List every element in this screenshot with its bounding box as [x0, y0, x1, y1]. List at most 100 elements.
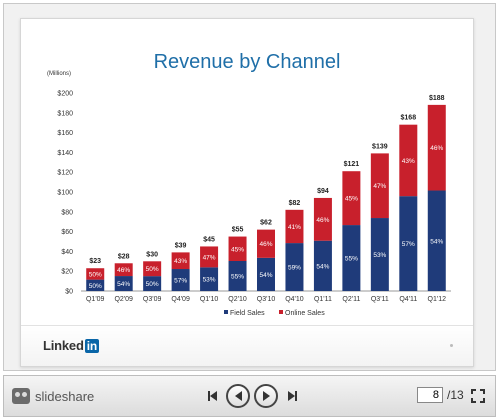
bar-online-sales	[399, 124, 418, 197]
bar-online-sales	[313, 197, 332, 241]
legend-label-online-sales: Online Sales	[285, 310, 325, 317]
revenue-chart: (Millions) $0 $20 $40 $60 $80 $100 $120 $140 $160…	[47, 71, 451, 317]
y-tick-label: $20	[61, 269, 73, 276]
y-tick-label: $200	[57, 91, 73, 98]
first-slide-button[interactable]	[204, 386, 220, 406]
bar-total-label: $23	[89, 258, 101, 265]
bar-online-sales	[200, 246, 219, 268]
slide-frame: Revenue by Channel (Millions) $0 $20 $40 $60…	[3, 3, 496, 371]
bar-total-label: $28	[118, 253, 130, 260]
online-sales-percent-label: 43%	[174, 258, 187, 265]
x-tick-label: Q2'11	[342, 296, 360, 303]
bar-total-label: $188	[429, 95, 445, 102]
bar-total-label: $30	[146, 251, 158, 258]
bar-online-sales	[285, 209, 304, 244]
bar-field-sales	[399, 196, 418, 291]
bar-online-sales	[171, 252, 190, 270]
bar-field-sales	[370, 218, 389, 291]
online-sales-percent-label: 46%	[430, 145, 443, 152]
slideshare-icon	[12, 388, 30, 404]
bar-total-label: $82	[289, 200, 301, 207]
field-sales-percent-label: 54%	[316, 263, 329, 270]
page-number-input[interactable]	[417, 387, 443, 403]
bar-field-sales	[200, 267, 219, 291]
slide-title: Revenue by Channel	[153, 51, 341, 73]
slideshare-logo[interactable]: slideshare	[12, 388, 94, 404]
online-sales-percent-label: 47%	[203, 254, 216, 261]
y-tick-label: $180	[57, 110, 73, 117]
slide-footer: Linked in	[21, 325, 473, 366]
slide-navigation	[200, 384, 304, 408]
slideshare-text: slideshare	[35, 388, 95, 404]
bar-total-label: $62	[260, 220, 272, 227]
next-slide-button[interactable]	[254, 384, 278, 408]
field-sales-percent-label: 54%	[117, 281, 130, 288]
online-sales-percent-label: 47%	[373, 183, 386, 190]
previous-arrow-icon	[234, 391, 242, 401]
bar-online-sales	[370, 153, 389, 219]
last-arrow-icon	[287, 391, 295, 401]
field-sales-percent-label: 55%	[231, 274, 244, 281]
field-sales-percent-label: 50%	[89, 283, 102, 290]
x-tick-label: Q1'11	[314, 296, 332, 303]
footer-dot	[450, 344, 453, 347]
online-sales-percent-label: 41%	[288, 224, 301, 231]
bar-field-sales	[427, 190, 446, 291]
field-sales-percent-label: 53%	[203, 277, 216, 284]
bar-total-label: $168	[401, 115, 417, 122]
last-slide-button[interactable]	[284, 386, 300, 406]
bar-total-label: $45	[203, 236, 215, 243]
y-tick-label: $80	[61, 209, 73, 216]
previous-slide-button[interactable]	[226, 384, 250, 408]
legend-swatch-online-sales	[279, 310, 283, 314]
bar-online-sales	[228, 236, 247, 262]
bar-field-sales	[143, 276, 162, 291]
x-tick-label: Q3'11	[371, 296, 389, 303]
y-tick-label: $120	[57, 170, 73, 177]
online-sales-percent-label: 45%	[231, 246, 244, 253]
bar-online-sales	[86, 268, 105, 280]
bar-online-sales	[342, 171, 361, 226]
online-sales-percent-label: 43%	[402, 158, 415, 165]
y-tick-label: $100	[57, 190, 73, 197]
field-sales-percent-label: 53%	[373, 252, 386, 259]
linkedin-logo: Linked in	[43, 338, 99, 353]
field-sales-percent-label: 57%	[402, 241, 415, 248]
bar-total-label: $39	[175, 242, 187, 249]
bar-online-sales	[143, 261, 162, 277]
y-tick-label: $140	[57, 150, 73, 157]
bar-total-label: $55	[232, 227, 244, 234]
bar-field-sales	[313, 240, 332, 291]
bar-field-sales	[342, 225, 361, 291]
bar-online-sales	[257, 229, 275, 258]
x-tick-label: Q3'10	[257, 296, 276, 303]
x-tick-label: Q4'09	[171, 296, 190, 303]
fullscreen-icon[interactable]	[471, 389, 485, 403]
online-sales-percent-label: 50%	[89, 271, 102, 278]
x-tick-label: Q1'12	[428, 296, 447, 303]
legend-swatch-field-sales	[224, 310, 228, 314]
bar-field-sales	[86, 279, 105, 291]
first-bar-icon	[207, 391, 210, 401]
y-axis-label: (Millions)	[47, 71, 71, 77]
field-sales-percent-label: 54%	[430, 238, 443, 245]
bar-field-sales	[228, 261, 247, 291]
bar-field-sales	[257, 257, 275, 291]
field-sales-percent-label: 50%	[146, 281, 159, 288]
online-sales-percent-label: 50%	[146, 266, 159, 273]
y-tick-label: $160	[57, 130, 73, 137]
bar-online-sales	[427, 104, 446, 191]
field-sales-percent-label: 59%	[288, 265, 301, 272]
first-arrow-icon	[209, 391, 217, 401]
bar-total-label: $139	[372, 143, 388, 150]
x-tick-label: Q2'09	[114, 296, 133, 303]
bar-field-sales	[114, 276, 133, 291]
page-total: /13	[447, 388, 464, 402]
x-tick-label: Q3'09	[143, 296, 162, 303]
viewer-toolbar: slideshare /13	[3, 375, 496, 417]
online-sales-percent-label: 46%	[117, 267, 130, 274]
online-sales-percent-label: 45%	[345, 196, 358, 203]
y-tick-label: $40	[61, 249, 73, 256]
x-tick-label: Q4'10	[285, 296, 304, 303]
x-tick-label: Q2'10	[228, 296, 247, 303]
